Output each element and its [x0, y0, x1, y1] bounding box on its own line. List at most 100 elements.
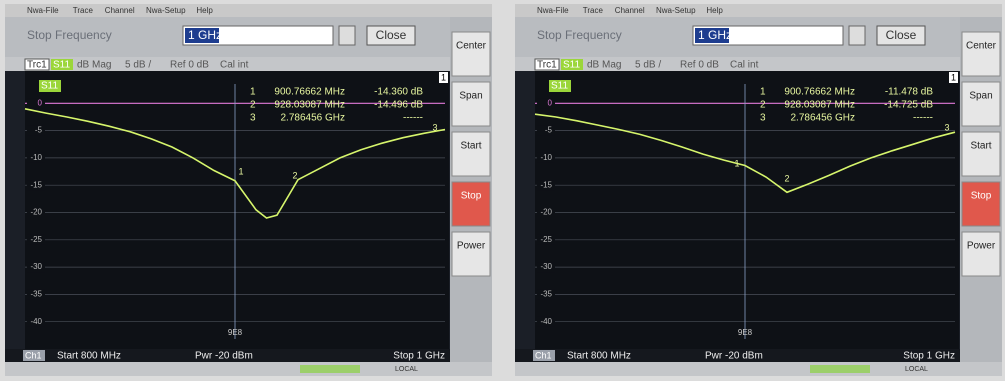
menu-item[interactable]: Nwa-File: [27, 6, 59, 15]
marker-freq: 928.03087 MHz: [784, 100, 855, 111]
param-name: S11: [563, 60, 580, 71]
input-value[interactable]: 1 GHz: [188, 28, 222, 42]
marker-flag: 2: [784, 173, 789, 183]
trace-setting: 5 dB /: [125, 60, 151, 71]
marker-freq: 2.786456 GHz: [791, 113, 856, 124]
softkey-label[interactable]: Center: [966, 41, 997, 52]
trace-label: S11: [551, 81, 568, 92]
y-tick-label: -40: [30, 317, 42, 326]
marker-flag: 3: [944, 122, 949, 132]
softkey[interactable]: [962, 132, 1000, 176]
softkey[interactable]: [452, 232, 490, 276]
marker-number: 1: [760, 87, 766, 98]
footer-stop: Stop 1 GHz: [393, 351, 445, 362]
menu-item[interactable]: Help: [706, 6, 723, 15]
marker-flag: 2: [292, 170, 297, 180]
input-value[interactable]: 1 GHz: [698, 28, 732, 42]
softkey-label[interactable]: Power: [967, 241, 996, 252]
channel-number: 1: [951, 72, 956, 82]
menu-item[interactable]: Trace: [73, 6, 94, 15]
marker-flag: 1: [734, 158, 739, 168]
page: Nwa-File Trace Channel Nwa-Setup Help Stop Fr…: [0, 0, 1005, 381]
close-label[interactable]: Close: [886, 28, 917, 42]
softkey-label[interactable]: Span: [459, 91, 482, 102]
menu-item[interactable]: Channel: [615, 6, 645, 15]
marker-number: 1: [250, 87, 256, 98]
footer-start: Start 800 MHz: [57, 351, 121, 362]
status-bar: [515, 362, 1002, 376]
trace-name: Trc1: [27, 60, 47, 71]
marker-freq: 900.76662 MHz: [274, 87, 345, 98]
softkey-label[interactable]: Power: [457, 241, 486, 252]
softkey-label[interactable]: Span: [969, 91, 992, 102]
footer-channel: Ch1: [535, 350, 552, 360]
marker-flag: 3: [432, 122, 437, 132]
marker-number: 2: [760, 100, 766, 111]
y-tick-label: -20: [30, 208, 42, 217]
plot-area: [25, 71, 449, 349]
cursor-label: 9E8: [228, 328, 243, 337]
marker-number: 3: [250, 113, 256, 124]
marker-value: -14.725 dB: [884, 100, 933, 111]
marker-value: -11.478 dB: [885, 87, 934, 98]
plot-area: [535, 71, 959, 349]
marker-value: -14.360 dB: [374, 87, 423, 98]
vna-screen: Nwa-File Trace Channel Nwa-Setup Help Stop Fr…: [515, 4, 1002, 376]
softkey[interactable]: [452, 32, 490, 76]
marker-value: ------: [913, 113, 933, 124]
trace-name: Trc1: [537, 60, 557, 71]
menu-item[interactable]: Channel: [105, 6, 135, 15]
vna-screen: Nwa-File Trace Channel Nwa-Setup Help Stop Fr…: [5, 4, 492, 376]
softkey[interactable]: [962, 232, 1000, 276]
marker-number: 2: [250, 100, 256, 111]
menu-item[interactable]: Nwa-File: [537, 6, 569, 15]
trace-setting: Ref 0 dB: [680, 60, 719, 71]
marker-freq: 2.786456 GHz: [281, 113, 346, 124]
trace-setting: dB Mag: [587, 60, 621, 71]
trace-setting: 5 dB /: [635, 60, 661, 71]
y-tick-label: -15: [30, 180, 42, 189]
y-tick-label: 0: [548, 98, 553, 107]
softkey[interactable]: [962, 182, 1000, 226]
param-name: S11: [53, 60, 70, 71]
footer-power: Pwr -20 dBm: [705, 351, 763, 362]
marker-number: 3: [760, 113, 766, 124]
softkey[interactable]: [962, 32, 1000, 76]
softkey[interactable]: [962, 82, 1000, 126]
spinner[interactable]: [849, 26, 865, 45]
softkey[interactable]: [452, 82, 490, 126]
y-tick-label: -25: [540, 235, 552, 244]
softkey-label[interactable]: Start: [460, 141, 481, 152]
status-indicator: [300, 365, 360, 373]
y-tick-label: -40: [540, 317, 552, 326]
footer-channel: Ch1: [25, 350, 42, 360]
spinner[interactable]: [339, 26, 355, 45]
close-label[interactable]: Close: [376, 28, 407, 42]
trace-setting: Cal int: [220, 60, 249, 71]
menu-item[interactable]: Trace: [583, 6, 604, 15]
menu-item[interactable]: Nwa-Setup: [656, 6, 696, 15]
y-tick-label: -5: [35, 126, 43, 135]
y-tick-label: -25: [30, 235, 42, 244]
channel-number: 1: [441, 72, 446, 82]
softkey[interactable]: [452, 182, 490, 226]
field-label: Stop Frequency: [27, 28, 112, 42]
y-tick-label: -10: [30, 153, 42, 162]
menu-item[interactable]: Nwa-Setup: [146, 6, 186, 15]
cursor-label: 9E8: [738, 328, 753, 337]
status-text: LOCAL: [905, 366, 928, 373]
softkey-label[interactable]: Start: [970, 141, 991, 152]
status-indicator: [810, 365, 870, 373]
softkey-label[interactable]: Stop: [461, 191, 482, 202]
softkey-label[interactable]: Stop: [971, 191, 992, 202]
y-tick-label: -35: [30, 290, 42, 299]
marker-value: -14.496 dB: [374, 100, 423, 111]
softkey-label[interactable]: Center: [456, 41, 487, 52]
menu-item[interactable]: Help: [196, 6, 213, 15]
y-tick-label: -10: [540, 153, 552, 162]
field-label: Stop Frequency: [537, 28, 622, 42]
footer-start: Start 800 MHz: [567, 351, 631, 362]
trace-setting: Cal int: [730, 60, 759, 71]
y-tick-label: -15: [540, 180, 552, 189]
softkey[interactable]: [452, 132, 490, 176]
